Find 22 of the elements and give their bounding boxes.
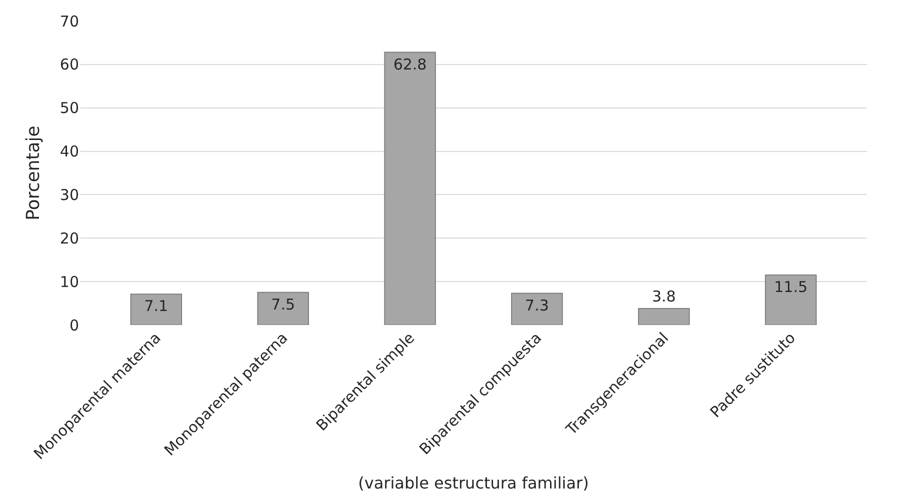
data-label: 7.5 [271, 295, 296, 314]
y-tick-label: 20 [60, 229, 79, 248]
bar [384, 52, 436, 325]
y-tick-label: 40 [60, 142, 79, 161]
bar [764, 274, 817, 325]
x-axis-title: (variable estructura familiar) [358, 474, 589, 493]
bar [257, 292, 309, 325]
data-label: 11.5 [774, 278, 808, 296]
bar [511, 292, 563, 325]
y-tick-label: 30 [60, 186, 79, 204]
y-tick-label: 10 [60, 272, 79, 291]
data-label: 7.1 [144, 297, 168, 316]
y-tick-label: 50 [60, 99, 79, 118]
bar [130, 294, 182, 325]
data-label: 7.3 [525, 296, 549, 314]
data-label: 3.8 [652, 288, 676, 306]
bar [638, 308, 690, 325]
y-tick-label: 0 [69, 316, 79, 334]
data-label: 62.8 [393, 55, 427, 74]
y-tick-label: 70 [60, 12, 79, 30]
y-axis-title: Porcentaje [23, 126, 44, 220]
y-tick-label: 60 [60, 56, 79, 74]
